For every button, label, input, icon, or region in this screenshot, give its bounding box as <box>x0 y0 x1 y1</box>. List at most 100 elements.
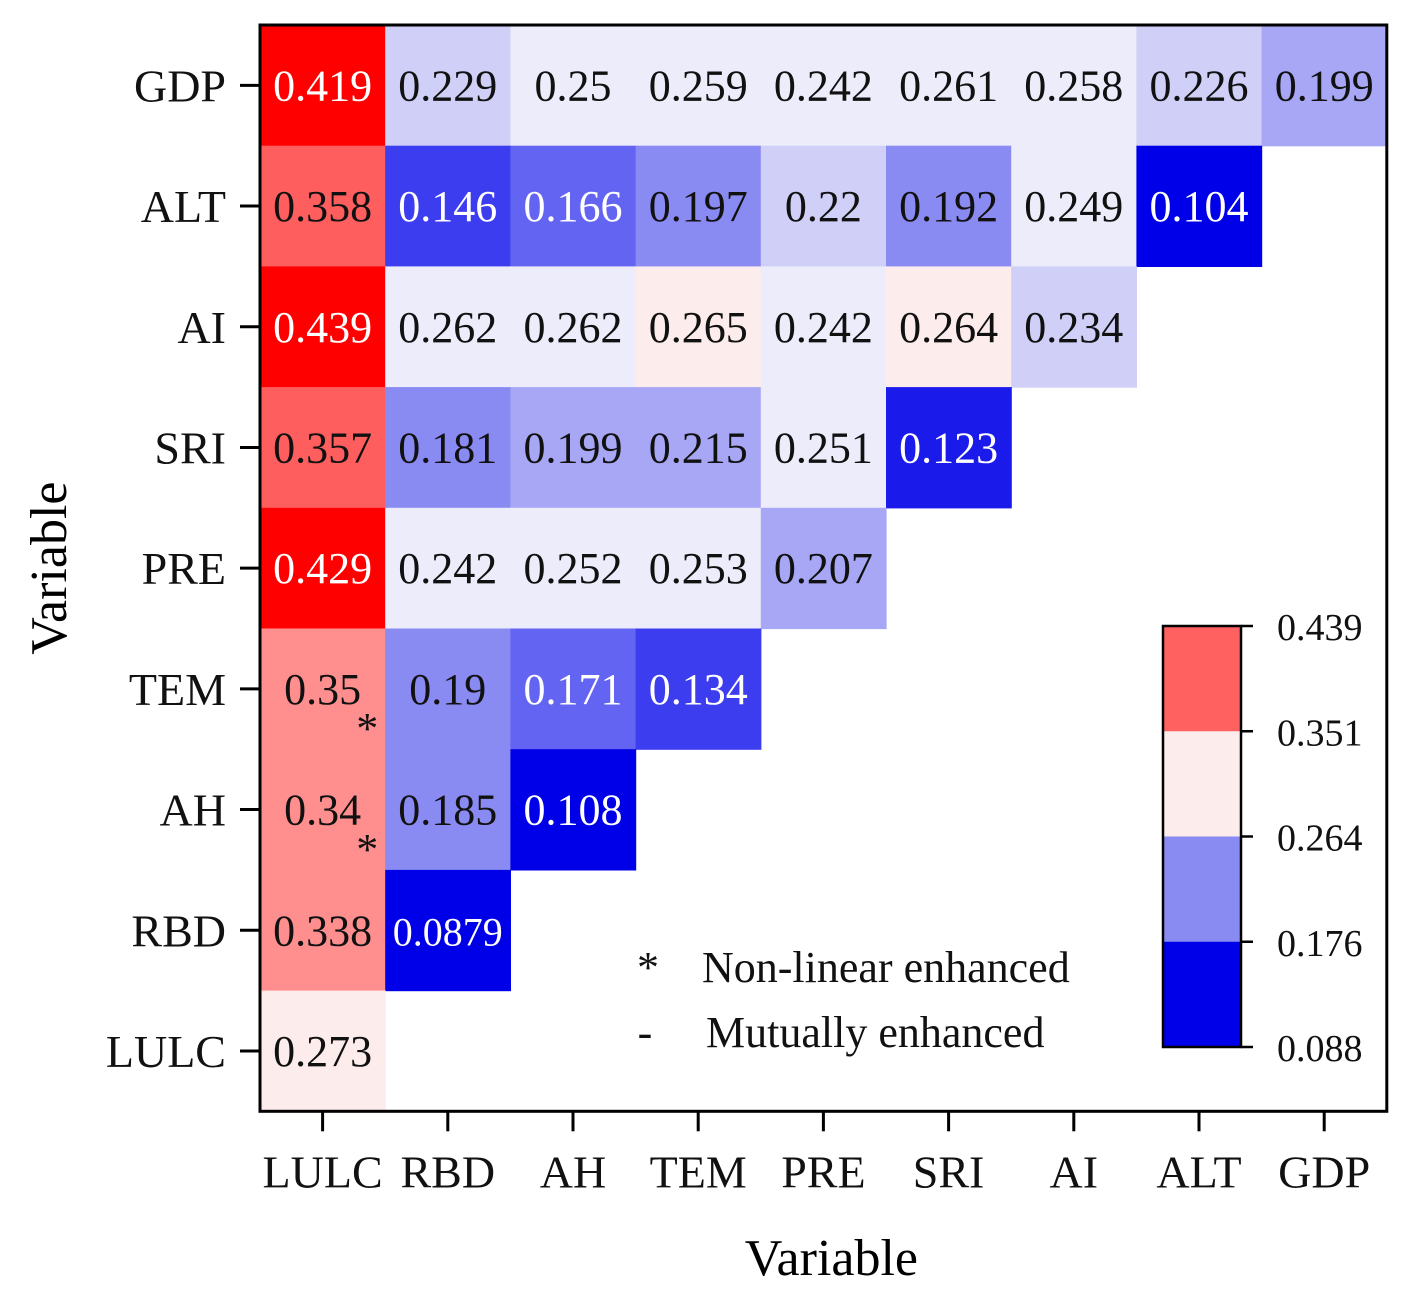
cell-value-label: 0.215 <box>649 423 748 472</box>
cell-value-label: 0.34 <box>284 786 361 835</box>
heatmap-cell-gdp-ah <box>510 25 637 147</box>
heatmap-cell-pre-pre <box>760 507 887 630</box>
heatmap-cell-alt-ai <box>1011 145 1137 267</box>
cell-value-label: 0.226 <box>1150 61 1249 110</box>
y-tick-label: SRI <box>154 422 226 473</box>
heatmap-cells <box>260 25 1388 1112</box>
cell-value-label: 0.252 <box>524 544 623 593</box>
heatmap-cell-alt-sri <box>886 145 1012 267</box>
y-tick-label: PRE <box>142 543 226 594</box>
heatmap-cell-rbd-lulc <box>260 869 386 992</box>
heatmap-cell-sri-rbd <box>385 387 511 509</box>
x-tick-label: AH <box>540 1146 606 1197</box>
cell-value-label: 0.199 <box>1275 61 1374 110</box>
heatmap-cell-gdp-rbd <box>385 25 511 147</box>
x-tick-label: AI <box>1050 1146 1099 1197</box>
heatmap-cell-ai-pre <box>760 266 887 388</box>
heatmap-cell-labels: 0.419 0.229 0.25 0.259 0.242 0.261 0.258 0.226 0… <box>273 61 1374 1076</box>
cell-value-label: 0.264 <box>899 303 998 352</box>
heatmap-cell-alt-alt <box>1136 145 1263 267</box>
heatmap-cell-ai-ah <box>510 266 637 388</box>
y-axis-title: Variable <box>21 482 78 655</box>
cell-value-label: 0.338 <box>273 906 372 955</box>
colorbar-band <box>1163 626 1241 732</box>
cell-value-label: 0.262 <box>398 303 497 352</box>
heatmap-cell-pre-lulc <box>260 507 386 630</box>
nonlinear-marker: * <box>356 704 378 753</box>
x-tick-label: PRE <box>781 1146 865 1197</box>
cell-value-label: 0.185 <box>398 786 497 835</box>
heatmap-cell-ai-rbd <box>385 266 511 388</box>
cell-value-label: 0.273 <box>273 1027 372 1076</box>
heatmap-cell-sri-sri <box>886 387 1012 509</box>
cell-value-label: 0.181 <box>398 423 497 472</box>
y-tick-label: LULC <box>106 1026 226 1077</box>
y-tick-label: AH <box>160 785 226 836</box>
heatmap-cell-ai-sri <box>886 266 1012 388</box>
heatmap-cell-tem-lulc <box>260 628 386 750</box>
x-axis-title: Variable <box>745 1230 918 1287</box>
cell-value-label: 0.166 <box>524 182 623 231</box>
cell-value-label: 0.25 <box>535 61 612 110</box>
legend-symbol: - <box>638 1008 653 1057</box>
heatmap-cell-sri-lulc <box>260 387 386 509</box>
cell-value-label: 0.197 <box>649 182 748 231</box>
cell-value-label: 0.262 <box>524 303 623 352</box>
heatmap-cell-ah-lulc <box>260 749 386 871</box>
colorbar-band <box>1163 941 1241 1048</box>
cell-value-label: 0.249 <box>1024 182 1123 231</box>
heatmap-cell-gdp-pre <box>760 25 887 147</box>
heatmap-cell-alt-rbd <box>385 145 511 267</box>
cell-value-label: 0.265 <box>649 303 748 352</box>
x-tick-label: LULC <box>263 1146 383 1197</box>
y-tick-label: RBD <box>131 905 226 956</box>
cell-value-label: 0.242 <box>774 303 873 352</box>
cell-value-label: 0.123 <box>899 423 998 472</box>
cell-value-label: 0.357 <box>273 423 372 472</box>
cell-value-label: 0.19 <box>409 665 486 714</box>
cell-value-label: 0.0879 <box>393 909 503 954</box>
cell-value-label: 0.134 <box>649 665 748 714</box>
legend-label: Mutually enhanced <box>706 1008 1044 1057</box>
y-tick-label: TEM <box>129 664 226 715</box>
x-tick-label: GDP <box>1278 1146 1370 1197</box>
heatmap-cell-alt-ah <box>510 145 637 267</box>
nonlinear-marker: * <box>356 825 378 874</box>
cell-value-label: 0.229 <box>398 61 497 110</box>
heatmap-cell-alt-pre <box>760 145 887 267</box>
heatmap-cell-pre-tem <box>635 507 762 630</box>
legend: * Non-linear enhanced- Mutually enhanced <box>637 943 1070 1057</box>
heatmap-cell-ah-rbd <box>385 749 511 871</box>
heatmap-cell-gdp-alt <box>1136 25 1263 147</box>
cell-value-label: 0.419 <box>273 61 372 110</box>
cell-value-label: 0.234 <box>1024 303 1123 352</box>
x-tick-label: RBD <box>401 1146 496 1197</box>
heatmap-cell-ah-ah <box>510 749 637 871</box>
cell-value-label: 0.207 <box>774 544 873 593</box>
heatmap-cell-ai-lulc <box>260 266 386 388</box>
colorbar-tick-label: 0.439 <box>1277 607 1363 649</box>
heatmap-cell-sri-pre <box>760 387 887 509</box>
cell-value-label: 0.199 <box>524 423 623 472</box>
x-tick-label: TEM <box>650 1146 747 1197</box>
heatmap-cell-pre-rbd <box>385 507 511 630</box>
x-axis: LULC RBD AH TEM PRE SRI AI ALT GDP <box>263 1111 1370 1197</box>
legend-label: Non-linear enhanced <box>702 943 1070 992</box>
y-axis: GDP ALT AI SRI PRE TEM AH RBD LULC <box>106 60 260 1077</box>
cell-value-label: 0.146 <box>398 182 497 231</box>
cell-value-label: 0.261 <box>899 61 998 110</box>
cell-value-label: 0.258 <box>1024 61 1123 110</box>
heatmap-cell-ai-ai <box>1011 266 1137 388</box>
heatmap-cell-gdp-tem <box>635 25 762 147</box>
heatmap-cell-gdp-gdp <box>1261 25 1388 147</box>
heatmap-cell-sri-tem <box>635 387 762 509</box>
colorbar-tick-label: 0.351 <box>1277 712 1363 754</box>
heatmap-cell-sri-ah <box>510 387 637 509</box>
y-tick-label: GDP <box>134 60 226 111</box>
cell-value-label: 0.104 <box>1150 182 1249 231</box>
cell-value-label: 0.192 <box>899 182 998 231</box>
colorbar-band <box>1163 731 1241 837</box>
heatmap-cell-gdp-sri <box>886 25 1012 147</box>
cell-value-label: 0.22 <box>785 182 862 231</box>
